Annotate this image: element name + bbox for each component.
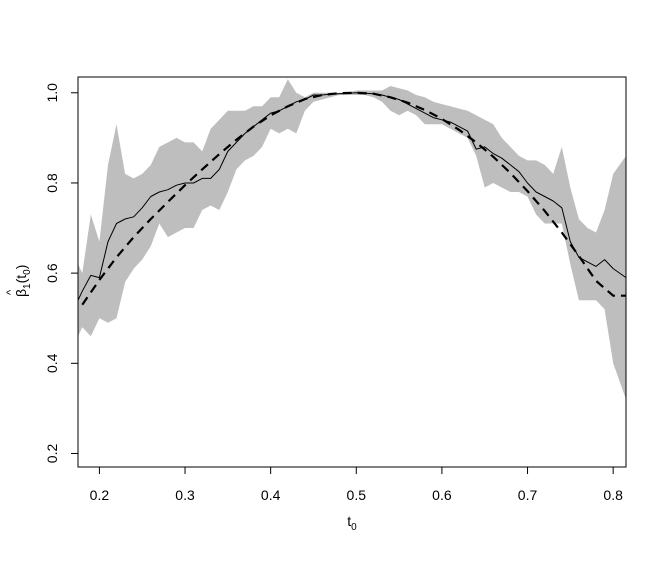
y-tick-label: 1.0: [44, 83, 60, 103]
x-tick-label: 0.6: [432, 487, 452, 503]
x-axis-label-sub: 0: [351, 522, 357, 533]
plot-box: [77, 76, 627, 468]
y-axis-label-hat: ^: [5, 289, 17, 295]
y-axis-label-open: (t: [13, 275, 29, 284]
band-area: [78, 79, 626, 400]
x-axis: 0.2 0.3 0.4 0.5 0.6 0.7 0.8: [90, 466, 623, 503]
x-tick-label: 0.7: [518, 487, 538, 503]
y-tick-label: 0.8: [44, 173, 60, 193]
y-axis-label: ^ β1(t0): [5, 265, 33, 297]
series-line-dashed: [81, 91, 626, 306]
y-tick-label: 0.4: [44, 353, 60, 373]
y-axis-label-sub1: 1: [22, 283, 33, 289]
y-axis-label-text: β1(t0): [13, 265, 33, 297]
series-lines: [77, 91, 627, 306]
x-axis-label: t0: [347, 513, 357, 533]
x-tick-label: 0.5: [347, 487, 367, 503]
confidence-band: [78, 79, 626, 400]
y-tick-label: 0.6: [44, 263, 60, 283]
y-axis-label-sub0: 0: [22, 269, 33, 275]
x-tick-label: 0.2: [90, 487, 110, 503]
x-tick-label: 0.3: [175, 487, 195, 503]
x-tick-label: 0.8: [603, 487, 623, 503]
x-tick-label: 0.4: [261, 487, 281, 503]
y-tick-label: 0.2: [44, 444, 60, 464]
y-axis: 0.2 0.4 0.6 0.8 1.0: [44, 83, 79, 464]
y-axis-label-beta: β: [13, 289, 29, 297]
y-axis-label-close: ): [13, 265, 29, 270]
x-axis-label-main: t: [347, 513, 351, 529]
